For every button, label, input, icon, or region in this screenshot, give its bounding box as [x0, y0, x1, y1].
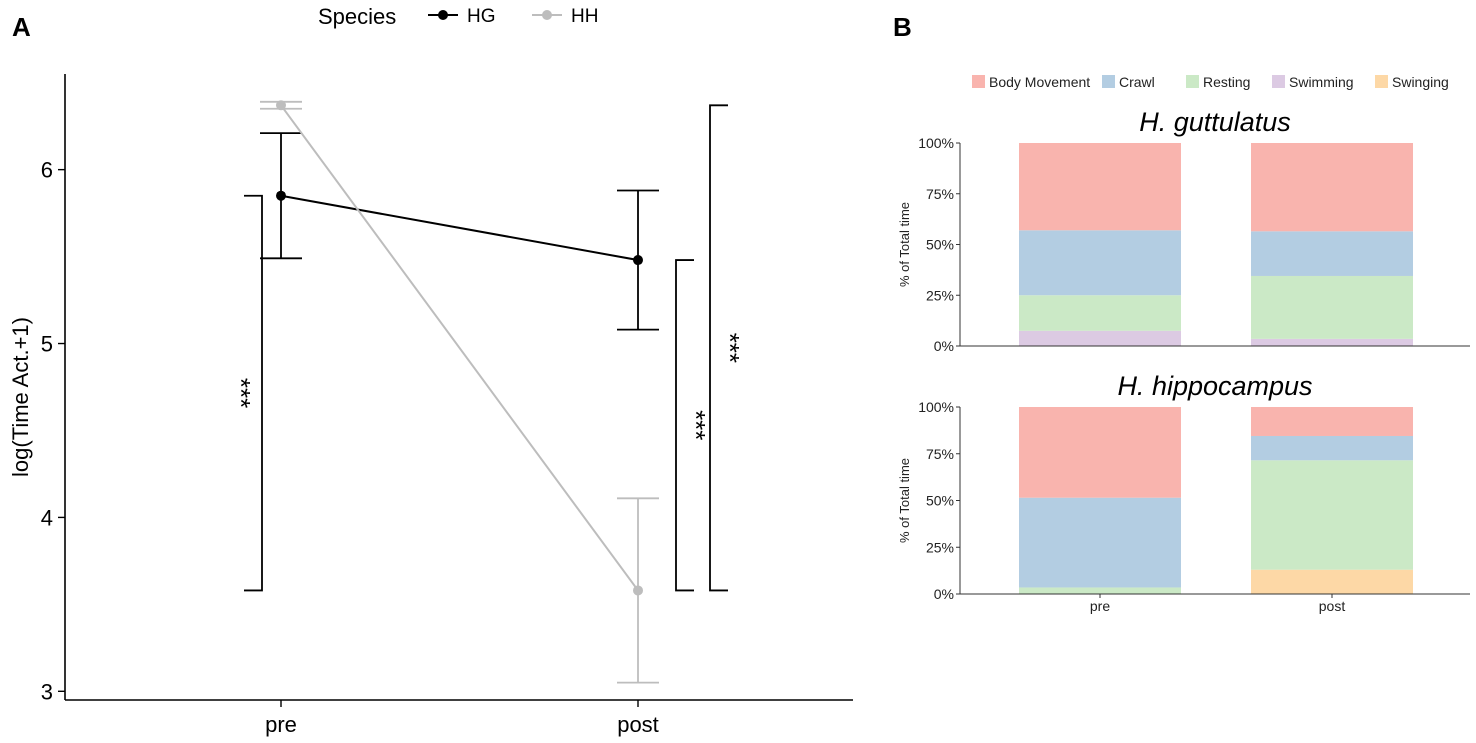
- y-tick-label: 0%: [934, 586, 954, 602]
- y-tick-label: 100%: [918, 135, 954, 151]
- data-point-hg: [633, 255, 643, 266]
- significance-label: ***: [715, 333, 745, 363]
- significance-bracket: ***: [226, 194, 263, 592]
- bar-segment-resting: [1019, 295, 1181, 331]
- y-tick-label: 75%: [926, 446, 954, 462]
- legend-label: Swinging: [1392, 74, 1449, 90]
- y-tick-label: 25%: [926, 287, 954, 303]
- legend-label: HG: [467, 6, 496, 27]
- y-axis-label: log(Time Act.+1): [8, 317, 33, 477]
- y-axis-label: % of Total time: [897, 458, 912, 543]
- legend-swatch: [1102, 75, 1115, 88]
- significance-label: ***: [681, 410, 711, 440]
- significance-bracket: ***: [709, 104, 745, 592]
- legend-key-point: [438, 10, 448, 20]
- y-tick-label: 50%: [926, 493, 954, 509]
- bar-segment-body-movement: [1251, 143, 1413, 232]
- y-tick-label: 6: [41, 158, 53, 183]
- panel-b: Body Movement Crawl Resting Swimming Swingin…: [897, 74, 1470, 614]
- significance-label: ***: [226, 378, 256, 408]
- legend-label: Resting: [1203, 74, 1250, 90]
- legend-key-point: [542, 10, 552, 20]
- y-tick-label: 4: [41, 505, 53, 530]
- bar-segment-swinging: [1251, 569, 1413, 594]
- x-tick-label: post: [617, 712, 659, 737]
- x-tick-label: post: [1319, 598, 1346, 614]
- legend-label: Crawl: [1119, 74, 1155, 90]
- legend-label: Swimming: [1289, 74, 1354, 90]
- data-point-hh: [633, 585, 643, 596]
- bar-segment-resting: [1251, 460, 1413, 570]
- panel-a-label: A: [12, 12, 31, 42]
- significance-bracket: ***: [675, 259, 711, 592]
- y-tick-label: 3: [41, 679, 53, 704]
- series-line-hg: [280, 194, 639, 262]
- bar-segment-body-movement: [1251, 407, 1413, 436]
- legend-b: Body Movement Crawl Resting Swimming Swingin…: [972, 74, 1449, 90]
- bar-segment-crawl: [1251, 435, 1413, 461]
- bar-segment-body-movement: [1019, 143, 1181, 231]
- legend-title: Species: [318, 4, 396, 29]
- subplot-1: H. guttulatus 0% 25% 50% 75% 100% % of Total t…: [897, 107, 1470, 354]
- bar-segment-swimming: [1251, 338, 1413, 346]
- subplot-title: H. hippocampus: [1117, 371, 1312, 401]
- bar-segment-swimming: [1019, 330, 1181, 346]
- bracket-line: [675, 259, 694, 592]
- bar-segment-crawl: [1019, 497, 1181, 588]
- subplot-title: H. guttulatus: [1139, 107, 1291, 137]
- subplot-2: H. hippocampus 0% 25% 50% 75% 100% % of Total …: [897, 371, 1470, 614]
- series-line-hh: [280, 104, 639, 592]
- data-point-hh: [276, 100, 286, 111]
- data-point-hg: [276, 190, 286, 201]
- bar-segment-resting: [1019, 587, 1181, 594]
- legend-a: Species HG HH: [318, 4, 598, 29]
- y-tick-label: 50%: [926, 237, 954, 253]
- y-tick-label: 0%: [934, 338, 954, 354]
- bar-segment-body-movement: [1019, 407, 1181, 498]
- legend-swatch: [1375, 75, 1388, 88]
- panel-a: 3 4 5 6 pre post log(Time Act.+1) *** *** *** Spec…: [8, 4, 853, 737]
- bar-segment-crawl: [1251, 231, 1413, 276]
- bracket-line: [244, 194, 263, 592]
- y-tick-label: 100%: [918, 399, 954, 415]
- legend-swatch: [972, 75, 985, 88]
- panel-b-label: B: [893, 12, 912, 42]
- y-tick-label: 75%: [926, 186, 954, 202]
- x-tick-label: pre: [1090, 598, 1110, 614]
- bracket-line: [709, 104, 728, 592]
- y-tick-label: 5: [41, 332, 53, 357]
- y-axis-label: % of Total time: [897, 202, 912, 287]
- x-tick-label: pre: [265, 712, 297, 737]
- legend-label: HH: [571, 6, 598, 27]
- y-tick-label: 25%: [926, 539, 954, 555]
- bar-segment-crawl: [1019, 230, 1181, 296]
- legend-swatch: [1186, 75, 1199, 88]
- bar-segment-resting: [1251, 275, 1413, 339]
- legend-label: Body Movement: [989, 74, 1090, 90]
- legend-swatch: [1272, 75, 1285, 88]
